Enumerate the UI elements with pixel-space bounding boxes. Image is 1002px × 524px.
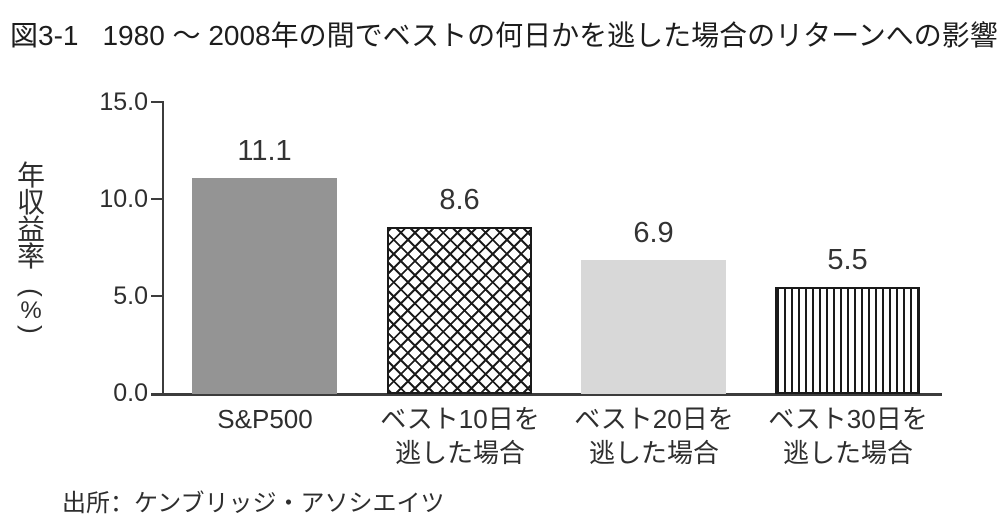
bar-miss-best-30-days	[775, 287, 920, 394]
y-axis-title-char: 率	[16, 241, 45, 272]
y-axis-unit: ( % )	[16, 286, 47, 336]
bar-group-miss10: 8.6	[387, 94, 532, 394]
bar-sp500	[192, 178, 337, 394]
y-tick-mark	[151, 295, 163, 297]
y-tick-label-5: 5.0	[113, 282, 148, 310]
y-tick-mark	[151, 198, 163, 200]
unit-percent: %	[20, 297, 42, 324]
y-tick-mark	[151, 101, 163, 103]
bar-miss-best-20-days	[581, 260, 726, 394]
figure-number: 図3-1	[10, 20, 79, 51]
bar-value-label: 8.6	[439, 184, 480, 216]
bar-group-sp500: 11.1	[192, 94, 337, 394]
x-category-label-sp500: S&P500	[155, 402, 375, 436]
bar-value-label: 5.5	[827, 244, 868, 276]
x-axis-line	[151, 393, 942, 396]
bar-value-label: 6.9	[633, 217, 674, 249]
y-axis-line	[162, 101, 164, 395]
x-label-line2: 逃した場合	[394, 438, 525, 468]
bar-value-label: 11.1	[237, 135, 292, 167]
x-label-line1: ベスト10日を	[380, 404, 540, 434]
x-category-label-miss20: ベスト20日を 逃した場合	[544, 402, 764, 470]
x-category-label-miss10: ベスト10日を 逃した場合	[350, 402, 570, 470]
x-label-line1: ベスト30日を	[768, 404, 928, 434]
unit-open-paren: (	[16, 288, 47, 297]
x-category-label-miss30: ベスト30日を 逃した場合	[738, 402, 958, 470]
source-note: 出所：ケンブリッジ・アソシエイツ	[62, 490, 445, 517]
y-axis-title-char: 年	[16, 160, 45, 191]
y-tick-label-0: 0.0	[113, 379, 148, 407]
bar-miss-best-10-days	[387, 227, 532, 394]
x-label-line2: 逃した場合	[782, 438, 913, 468]
y-axis-title-char: 益	[16, 214, 45, 245]
y-tick-label-10: 10.0	[99, 185, 148, 213]
y-tick-label-15: 15.0	[99, 88, 148, 116]
figure-title-row: 図3-1 1980 ～ 2008年の間でベストの何日かを逃した場合のリターンへの…	[10, 14, 998, 54]
y-axis-title-char: 収	[16, 187, 45, 218]
x-label-line1: S&P500	[217, 404, 313, 434]
unit-close-paren: )	[16, 325, 47, 334]
figure-title: 1980 ～ 2008年の間でベストの何日かを逃した場合のリターンへの影響	[102, 20, 998, 51]
x-label-line2: 逃した場合	[588, 438, 719, 468]
bar-group-miss30: 5.5	[775, 94, 920, 394]
bar-group-miss20: 6.9	[581, 94, 726, 394]
x-label-line1: ベスト20日を	[574, 404, 734, 434]
y-axis-title: 年 収 益 率 ( % )	[14, 162, 48, 336]
